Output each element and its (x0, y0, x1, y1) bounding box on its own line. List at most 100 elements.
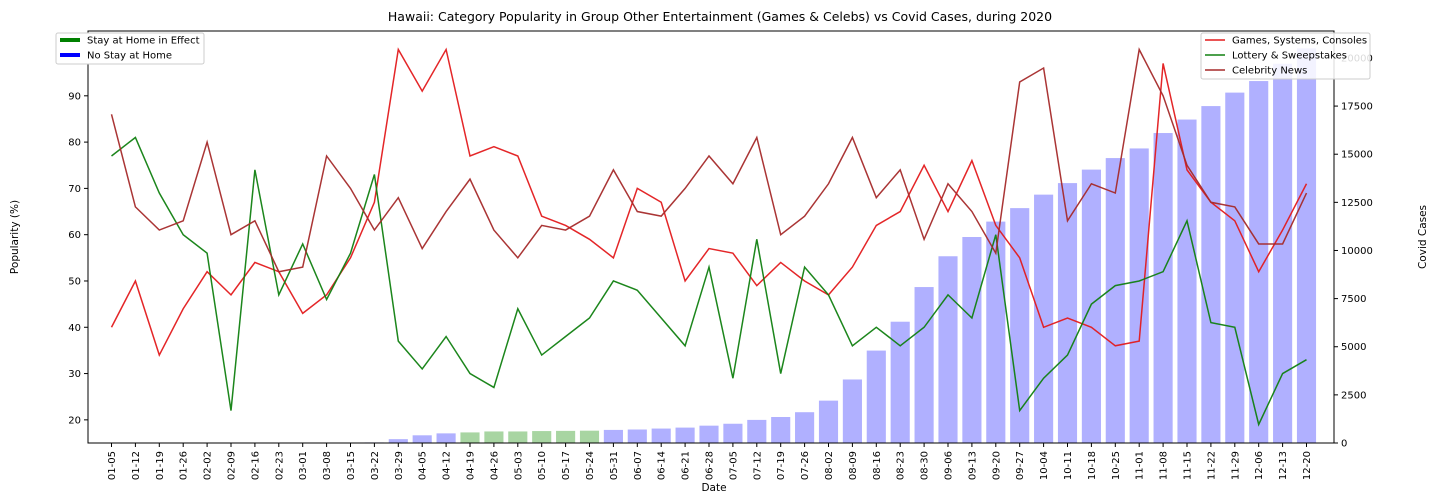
x-tick-label: 01-12 (131, 451, 142, 480)
y-left-tick-label: 90 (68, 91, 81, 102)
x-tick-label: 02-02 (203, 451, 214, 480)
covid-bar-06-28 (699, 425, 719, 443)
popularity-lines (110, 47, 1308, 427)
legend-right-label: Celebrity News (1232, 66, 1307, 77)
x-tick-label: 08-09 (848, 451, 859, 480)
x-tick-label: 11-08 (1159, 451, 1170, 480)
plot-frame (87, 30, 1335, 444)
x-tick-label: 12-06 (1254, 451, 1265, 480)
covid-bar-07-12 (747, 419, 767, 443)
covid-bar-10-18 (1081, 169, 1101, 443)
covid-bar-08-02 (818, 400, 839, 443)
legend-left-label: No Stay at Home (87, 51, 172, 62)
y-right-tick-label: 2500 (1341, 390, 1366, 401)
y-right-tick-label: 0 (1341, 439, 1347, 450)
x-tick-label: 08-02 (824, 451, 835, 480)
x-tick-label: 09-13 (967, 451, 978, 480)
x-tick-label: 07-12 (752, 451, 763, 480)
covid-bar-07-19 (771, 417, 791, 443)
x-tick-label: 05-31 (609, 451, 620, 480)
covid-bar-10-25 (1105, 158, 1125, 443)
x-tick-label: 11-29 (1230, 451, 1241, 480)
x-tick-label: 08-30 (920, 451, 931, 480)
x-tick-label: 10-11 (1063, 451, 1074, 480)
x-tick-label: 06-14 (657, 451, 668, 480)
y-right-tick-label: 10000 (1341, 246, 1373, 257)
x-tick-label: 10-04 (1039, 451, 1050, 480)
x-tick-label: 11-15 (1183, 451, 1194, 480)
y-left-tick-label: 30 (68, 369, 81, 380)
covid-bar-05-31 (603, 429, 623, 443)
legend-right-box (1200, 32, 1371, 80)
y-left-tick-label: 50 (68, 276, 81, 287)
x-tick-label: 05-10 (537, 451, 548, 480)
x-axis-label: Date (701, 482, 726, 494)
series-line-0 (110, 47, 1308, 357)
x-tick-label: 06-21 (681, 451, 692, 480)
covid-bar-04-12 (436, 433, 456, 443)
covid-bar-11-15 (1177, 119, 1197, 443)
x-tick-label: 08-23 (896, 451, 907, 480)
covid-bar-07-05 (723, 423, 743, 443)
x-tick-label: 03-15 (346, 451, 357, 480)
x-tick-label: 12-20 (1302, 451, 1313, 480)
covid-bar-05-03 (508, 431, 528, 443)
y-left-tick-label: 60 (68, 230, 81, 241)
x-tick-label: 05-03 (513, 451, 524, 480)
covid-bar-09-06 (938, 256, 958, 443)
covid-bar-08-09 (842, 379, 862, 443)
covid-bar-04-05 (412, 435, 432, 443)
covid-bar-12-06 (1249, 81, 1269, 443)
x-tick-label: 01-19 (155, 451, 166, 480)
legend-right-label: Games, Systems, Consoles (1232, 36, 1367, 47)
x-tick-label: 04-19 (466, 451, 477, 480)
covid-bar-12-20 (1296, 48, 1317, 443)
covid-bar-04-26 (484, 431, 504, 443)
y-axis-right: 02500500075001000012500150001750020000 (1334, 53, 1373, 450)
covid-bar-08-23 (890, 321, 910, 443)
covid-bar-10-11 (1057, 183, 1078, 443)
x-tick-label: 02-09 (227, 451, 238, 480)
y-left-tick-label: 20 (68, 415, 81, 426)
covid-bar-09-27 (1010, 208, 1030, 443)
legend-stay-at-home: Stay at Home in Effect No Stay at Home (55, 32, 205, 65)
covid-bar-03-29 (388, 439, 408, 443)
x-tick-label: 04-26 (489, 451, 500, 480)
legend-series: Games, Systems, Consoles Lottery & Sweeps… (1200, 32, 1371, 80)
x-tick-label: 03-22 (370, 451, 381, 480)
covid-bar-08-16 (866, 350, 886, 443)
legend-left-label: Stay at Home in Effect (87, 36, 200, 47)
x-tick-label: 08-16 (872, 451, 883, 480)
covid-bar-06-07 (627, 429, 647, 443)
y-left-tick-label: 70 (68, 184, 81, 195)
y-left-tick-label: 80 (68, 138, 81, 149)
covid-bar-07-26 (795, 412, 815, 443)
y-axis-left: 2030405060708090100 (62, 45, 88, 426)
x-tick-label: 04-05 (418, 451, 429, 480)
chart-title: Hawaii: Category Popularity in Group Oth… (388, 9, 1052, 24)
x-tick-label: 04-12 (442, 451, 453, 480)
covid-bar-11-01 (1129, 148, 1149, 443)
covid-bar-05-10 (532, 431, 552, 443)
covid-bar-06-21 (675, 427, 695, 443)
covid-bar-10-04 (1034, 194, 1054, 443)
y-right-tick-label: 7500 (1341, 294, 1366, 305)
x-tick-label: 01-05 (107, 451, 118, 480)
x-tick-label: 11-22 (1206, 451, 1217, 480)
x-tick-label: 07-26 (800, 451, 811, 480)
x-tick-label: 01-26 (179, 451, 190, 480)
y-axis-left-label: Popularity (%) (9, 200, 21, 274)
covid-bar-05-17 (556, 430, 576, 443)
x-tick-label: 11-01 (1135, 451, 1146, 480)
x-tick-label: 10-25 (1111, 451, 1122, 480)
x-tick-label: 03-29 (394, 451, 405, 480)
y-right-tick-label: 15000 (1341, 150, 1373, 161)
covid-bar-04-19 (460, 432, 480, 443)
y-right-tick-label: 5000 (1341, 342, 1366, 353)
x-tick-label: 03-01 (298, 451, 309, 480)
series-line-2 (110, 47, 1308, 273)
y-right-tick-label: 12500 (1341, 198, 1373, 209)
x-tick-label: 10-18 (1087, 451, 1098, 480)
legend-right-label: Lottery & Sweepstakes (1232, 51, 1347, 62)
